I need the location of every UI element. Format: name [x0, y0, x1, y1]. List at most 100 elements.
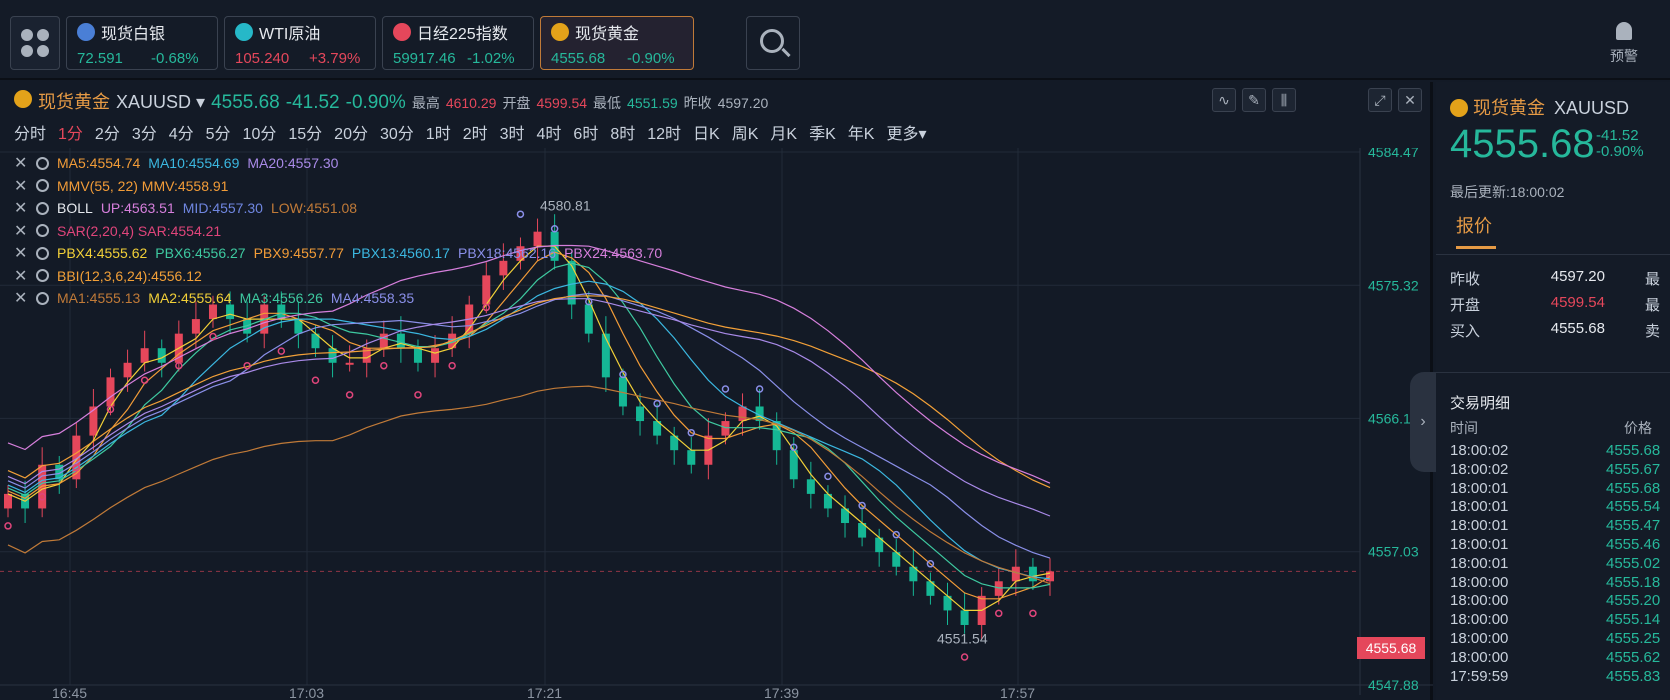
period-tab[interactable]: 分时	[14, 126, 47, 143]
sar-dot	[277, 347, 286, 355]
period-tab[interactable]: 20分	[334, 126, 368, 143]
low-annotation: 4551.54	[937, 631, 988, 647]
ticker-card[interactable]: WTI原油 105.240 +3.79%	[224, 16, 376, 70]
remove-indicator-icon[interactable]: ✕	[14, 200, 28, 218]
indicator-settings-icon[interactable]	[36, 179, 49, 193]
moving-average-line	[7, 245, 1051, 611]
candle-body	[294, 319, 303, 334]
period-tab[interactable]: 1时	[425, 126, 451, 143]
sar-dot	[345, 391, 354, 399]
indicator-icon[interactable]: ∿	[1212, 88, 1236, 112]
ticker-change: +3.79%	[309, 50, 361, 67]
period-tab[interactable]: 周K	[731, 126, 759, 143]
period-tab[interactable]: 4时	[536, 126, 562, 143]
apps-grid-button[interactable]	[10, 16, 60, 70]
period-tab[interactable]: 10分	[242, 126, 277, 143]
indicator-value: UP:4563.51	[100, 200, 175, 217]
alert-button[interactable]: 预警	[1604, 22, 1644, 66]
close-icon[interactable]: ✕	[1398, 88, 1422, 112]
indicator-value: PBX9:4557.77	[253, 245, 344, 262]
remove-indicator-icon[interactable]: ✕	[14, 245, 28, 263]
indicator-settings-icon[interactable]	[36, 269, 49, 283]
quote-label: 买入	[1450, 323, 1481, 340]
moving-average-line	[7, 295, 1051, 489]
quote-row: 昨收 4597.20 最	[1450, 268, 1660, 289]
period-tab[interactable]: 月K	[770, 126, 798, 143]
period-tab[interactable]: 6时	[573, 126, 599, 143]
candle-body	[943, 595, 952, 611]
candle-body	[482, 275, 491, 305]
ticker-card[interactable]: 日经225指数 59917.46 -1.02%	[382, 16, 534, 70]
period-tab[interactable]: 3分	[131, 126, 157, 143]
candle-body	[533, 231, 542, 247]
indicator-settings-icon[interactable]	[36, 291, 49, 305]
period-tab[interactable]: 2时	[462, 126, 488, 143]
indicator-settings-icon[interactable]	[36, 224, 49, 238]
sar-dot	[687, 428, 696, 437]
period-tab[interactable]: 1分	[58, 126, 83, 143]
ticker-card[interactable]: 现货黄金 4555.68 -0.90%	[540, 16, 694, 70]
remove-indicator-icon[interactable]: ✕	[14, 177, 28, 195]
period-tab[interactable]: 30分	[379, 126, 414, 143]
trade-time: 18:00:02	[1450, 442, 1509, 459]
period-tab[interactable]: 8时	[610, 126, 636, 143]
indicator-value: BOLL	[57, 200, 93, 217]
remove-indicator-icon[interactable]: ✕	[14, 155, 28, 173]
collapse-side-panel-button[interactable]: ›	[1410, 372, 1436, 472]
candle-body	[396, 333, 405, 349]
indicator-settings-icon[interactable]	[36, 201, 49, 215]
gold-icon	[1450, 99, 1468, 117]
trade-row: 18:00:01 4555.54	[1450, 498, 1670, 517]
trade-time: 18:00:00	[1450, 573, 1509, 591]
trade-row: 18:00:00 4555.18	[1450, 574, 1670, 593]
candle-body	[755, 406, 764, 422]
period-tab[interactable]: 年K	[847, 126, 875, 143]
candle-body	[858, 523, 867, 538]
candle-type-icon[interactable]: ⫼	[1272, 88, 1296, 112]
remove-indicator-icon[interactable]: ✕	[14, 267, 28, 285]
candle-body	[721, 421, 730, 436]
moving-average-line	[7, 251, 1051, 600]
candle-body	[157, 348, 166, 363]
expand-icon[interactable]: ⤢	[1368, 88, 1392, 112]
indicator-settings-icon[interactable]	[36, 246, 49, 260]
sar-dot	[721, 385, 730, 393]
tab-quotes[interactable]: 报价	[1456, 216, 1492, 236]
search-button[interactable]	[746, 16, 800, 70]
ticker-price: 4555.68	[551, 50, 606, 67]
period-tab[interactable]: 日K	[693, 126, 720, 143]
col-time: 时间	[1450, 420, 1478, 436]
period-tab[interactable]: 15分	[288, 126, 323, 143]
prev-close-label: 昨收	[683, 95, 712, 111]
period-tab[interactable]: 2分	[94, 126, 120, 143]
symbol-code-dropdown[interactable]: XAUUSD ▾	[116, 92, 206, 112]
time-axis-label: 17:39	[764, 685, 799, 700]
indicator-row: ✕ MMV(55, 22) MMV:4558.91	[14, 175, 662, 198]
candle-body	[72, 435, 81, 480]
period-tab[interactable]: 5分	[205, 126, 231, 143]
period-tab[interactable]: 4分	[168, 126, 194, 143]
high-label: 最高	[411, 95, 440, 111]
remove-indicator-icon[interactable]: ✕	[14, 290, 28, 308]
trade-row: 18:00:01 4555.02	[1450, 555, 1670, 574]
period-tab[interactable]: 季K	[809, 126, 836, 143]
moving-average-line	[7, 262, 1051, 589]
quote-label: 开盘	[1450, 297, 1481, 314]
sar-dot	[824, 472, 832, 481]
draw-pencil-icon[interactable]: ✎	[1242, 88, 1266, 112]
quote-label: 昨收	[1450, 271, 1481, 288]
candle-body	[123, 362, 132, 378]
current-price-tag: 4555.68	[1357, 637, 1425, 659]
time-axis-label: 17:21	[527, 685, 562, 700]
period-tab[interactable]: 更多▾	[886, 126, 927, 143]
remove-indicator-icon[interactable]: ✕	[14, 222, 28, 240]
open-value: 4599.54	[536, 95, 588, 111]
open-label: 开盘	[502, 95, 531, 111]
candle-body	[243, 319, 252, 334]
ticker-card[interactable]: 现货白银 72.591 -0.68%	[66, 16, 218, 70]
indicator-settings-icon[interactable]	[36, 156, 49, 170]
period-tab[interactable]: 12时	[647, 126, 682, 143]
candle-body	[670, 435, 679, 451]
period-tab[interactable]: 3时	[499, 126, 525, 143]
price-chart[interactable]: 4584.47 4575.32 4566.18 4557.03 4547.88 16:45…	[0, 148, 1433, 700]
